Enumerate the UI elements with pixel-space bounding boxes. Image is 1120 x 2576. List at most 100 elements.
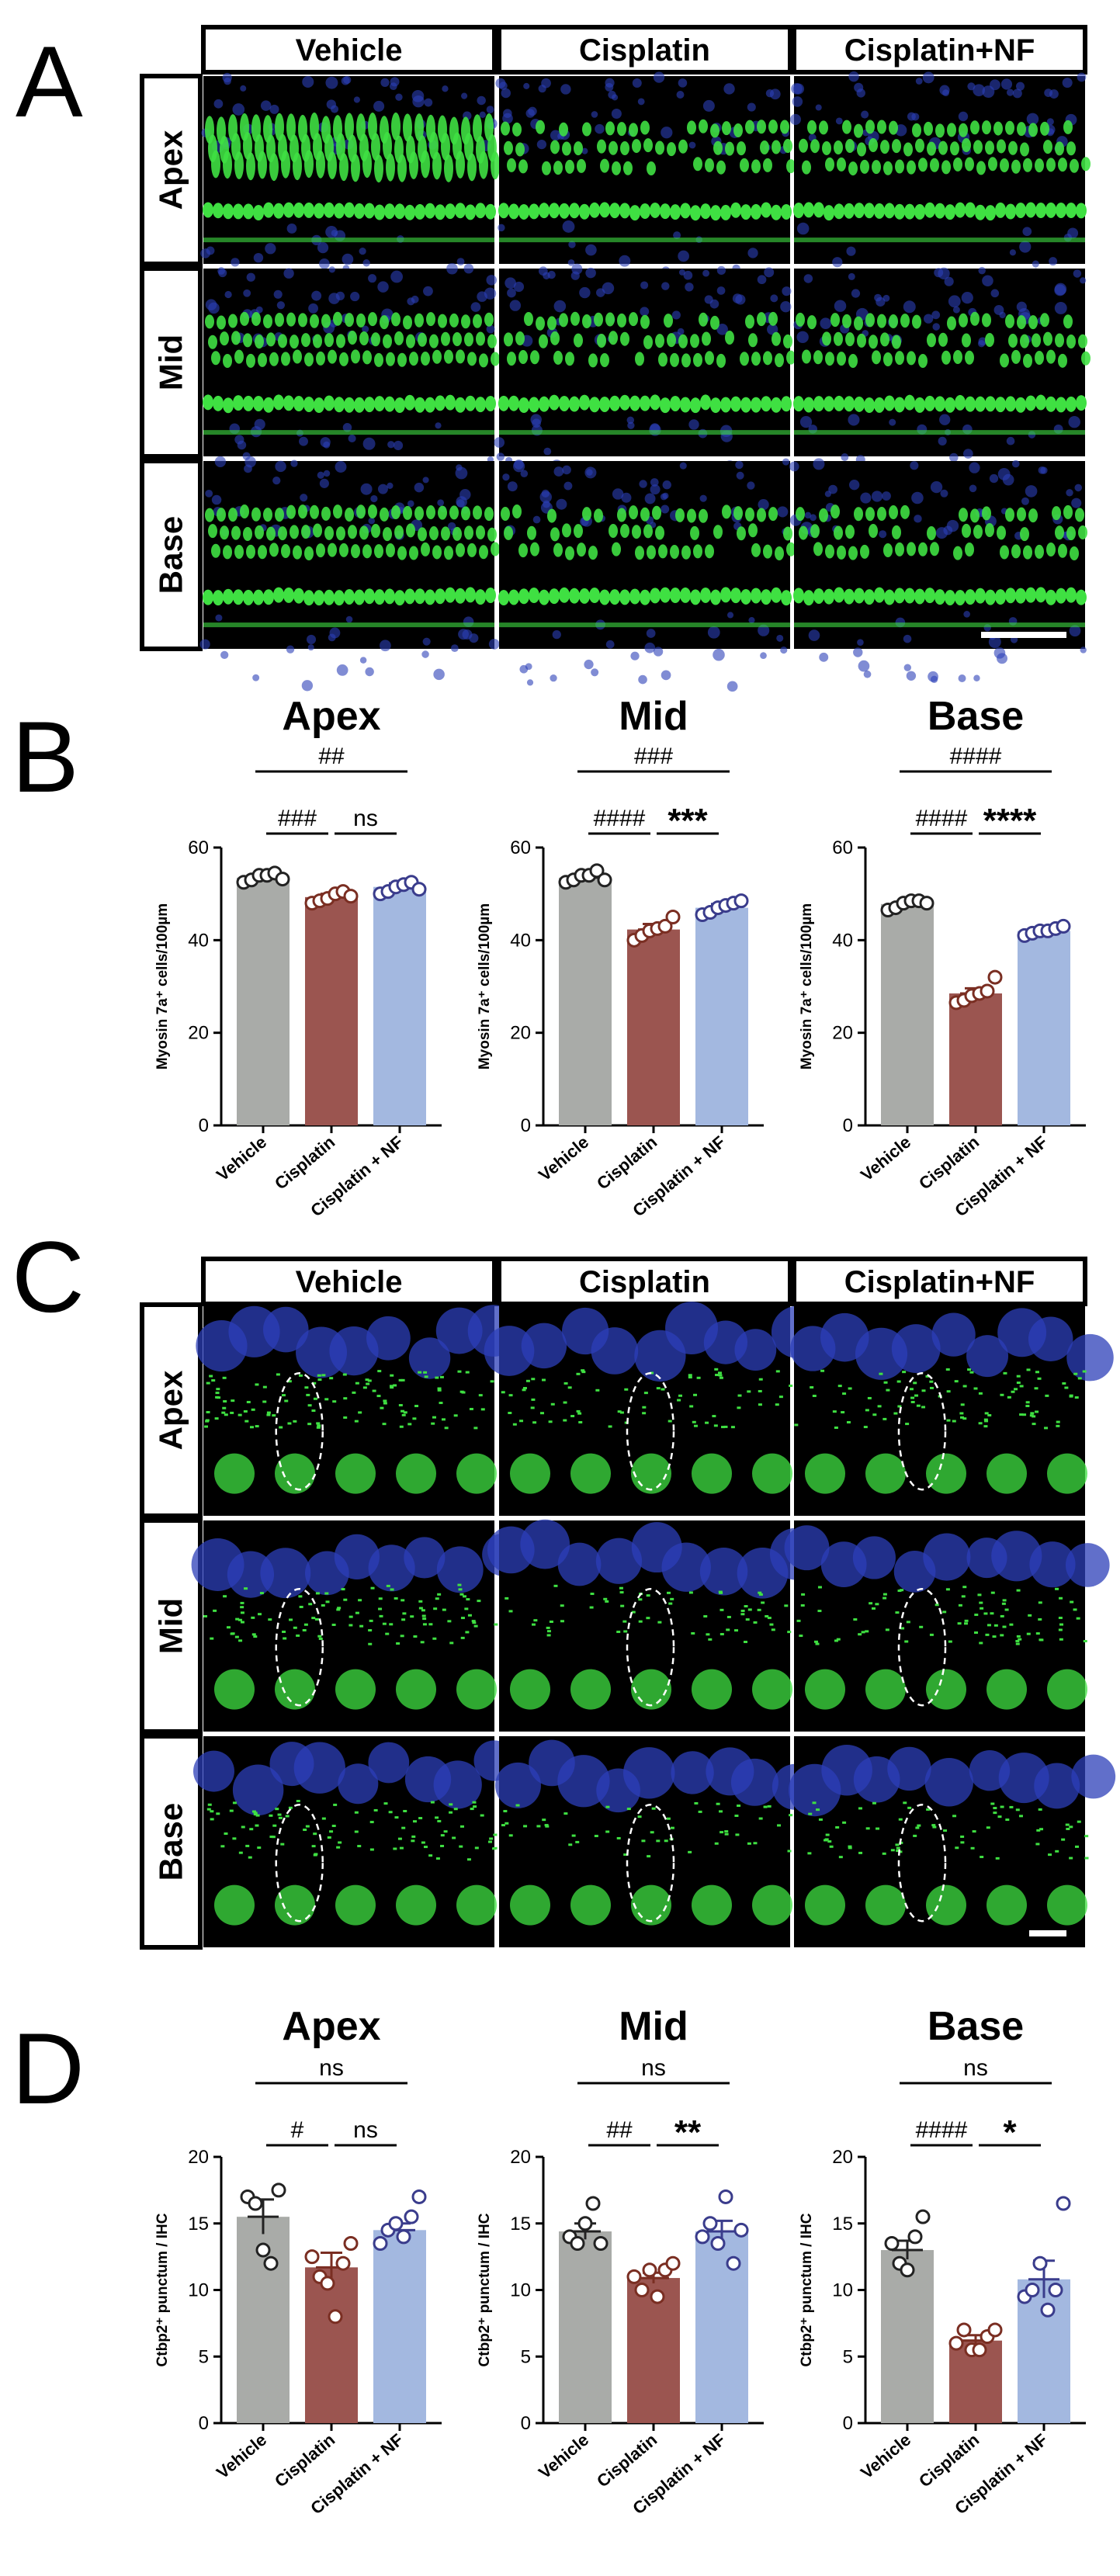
inner-hair-cell [914,203,925,220]
ctbp2-punctum [796,1619,801,1622]
nucleus-dot [377,281,389,293]
ctbp2-punctum [444,1427,449,1430]
condition-header: Vehicle [296,33,403,68]
outer-hair-cell [768,120,778,134]
ctbp2-punctum [926,1808,931,1811]
ctbp2-punctum [370,1586,375,1590]
outer-hair-cell [892,525,901,539]
outer-hair-cell [324,525,334,540]
nucleus-dot [328,266,335,273]
ctbp2-punctum [207,1803,212,1806]
nucleus-dot [563,481,573,491]
nucleus-dot [215,614,223,622]
outer-hair-cell [737,526,746,541]
ctbp2-punctum [904,1640,909,1643]
ctbp2-punctum [442,1608,446,1611]
outer-hair-cell [710,123,720,138]
outer-hair-cell [640,120,650,135]
inner-hair-cell [680,587,691,603]
outer-hair-cell [386,352,395,366]
nucleus [436,1546,484,1593]
nucleus-dot [211,494,222,505]
ctbp2-punctum [232,1837,237,1840]
data-point [665,910,681,924]
ctbp2-punctum [1045,1394,1049,1397]
ctbp2-punctum [1059,1623,1063,1626]
inner-hair-cell [761,396,772,412]
nucleus-dot [360,483,373,495]
nucleus-dot [395,93,403,101]
ctbp2-punctum [246,1400,251,1403]
y-axis-label: Ctbp2⁺ punctum / IHC [799,2213,815,2366]
inner-hair-cell [404,394,415,411]
outer-hair-cell [620,141,629,156]
outer-hair-cell [953,157,962,172]
ctbp2-punctum [449,1642,454,1645]
ctbp2-punctum [771,1628,775,1631]
outer-hair-cell [559,313,568,328]
ctbp2-punctum [898,1850,903,1853]
data-point [275,872,290,887]
ctbp2-punctum [378,1607,383,1610]
outer-hair-cell [612,161,621,175]
nucleus-dot [1012,88,1022,99]
ctbp2-punctum [296,1800,300,1803]
nucleus-dot [507,288,516,298]
inner-hair-cell [243,395,254,411]
nucleus-dot [848,71,859,82]
inner-hair-cell [293,396,304,412]
ctbp2-punctum [508,1411,512,1414]
ctbp2-punctum [605,1805,610,1808]
inner-hair-cell [751,588,761,604]
data-point [1056,2196,1071,2211]
ctbp2-punctum [563,1401,567,1404]
outer-hair-cell [609,523,618,538]
outer-hair-cell [512,122,522,137]
nucleus-dot [584,659,594,670]
nucleus-dot [619,255,631,267]
bar-cisplatin [949,993,1002,1125]
ctbp2-punctum [1035,1410,1039,1413]
outer-hair-cell [751,159,761,174]
data-point [255,2242,271,2258]
outer-hair-cell [1063,504,1073,519]
ctbp2-punctum [775,1403,779,1406]
outer-hair-cell [783,334,792,348]
outer-hair-cell [965,157,974,172]
outer-hair-cell [860,159,869,174]
outer-hair-cell [453,332,462,347]
ctbp2-punctum [478,1394,483,1397]
outer-hair-cell [362,544,372,559]
ctbp2-punctum [1059,1597,1063,1600]
nucleus-dot [414,482,425,493]
outer-hair-cell [751,543,761,557]
outer-hair-cell [547,316,557,331]
inner-hair-cell [1045,202,1056,218]
inner-hair-cell [314,397,324,414]
outer-hair-cell [290,335,299,349]
ctbp2-punctum [525,1379,530,1382]
ctbp2-punctum [432,1416,436,1419]
bar-cisplatin-nf [695,907,748,1125]
inner-hair-cell [394,203,405,220]
ctbp2-punctum [623,1630,628,1633]
outer-hair-cell [1011,159,1021,174]
nucleus-dot [1026,113,1039,126]
inner-hair-cell [985,589,996,605]
outer-hair-cell [304,546,314,560]
ctbp2-punctum [897,1590,902,1593]
inner-hair-cell [344,202,355,218]
ctbp2-punctum [978,1392,983,1395]
data-point [1056,918,1071,934]
inner-hair-cell [1025,587,1036,603]
ctbp2-punctum [243,1409,248,1413]
inner-hair-cell-body [275,1669,315,1710]
data-point [987,2322,1003,2338]
ctbp2-punctum [352,1391,356,1394]
ctbp2-punctum [369,1848,374,1851]
ctbp2-punctum [717,1371,722,1375]
ctbp2-punctum [311,1617,316,1620]
nucleus-dot [353,96,360,103]
ctbp2-punctum [287,1422,292,1425]
ctbp2-punctum [331,1825,336,1828]
